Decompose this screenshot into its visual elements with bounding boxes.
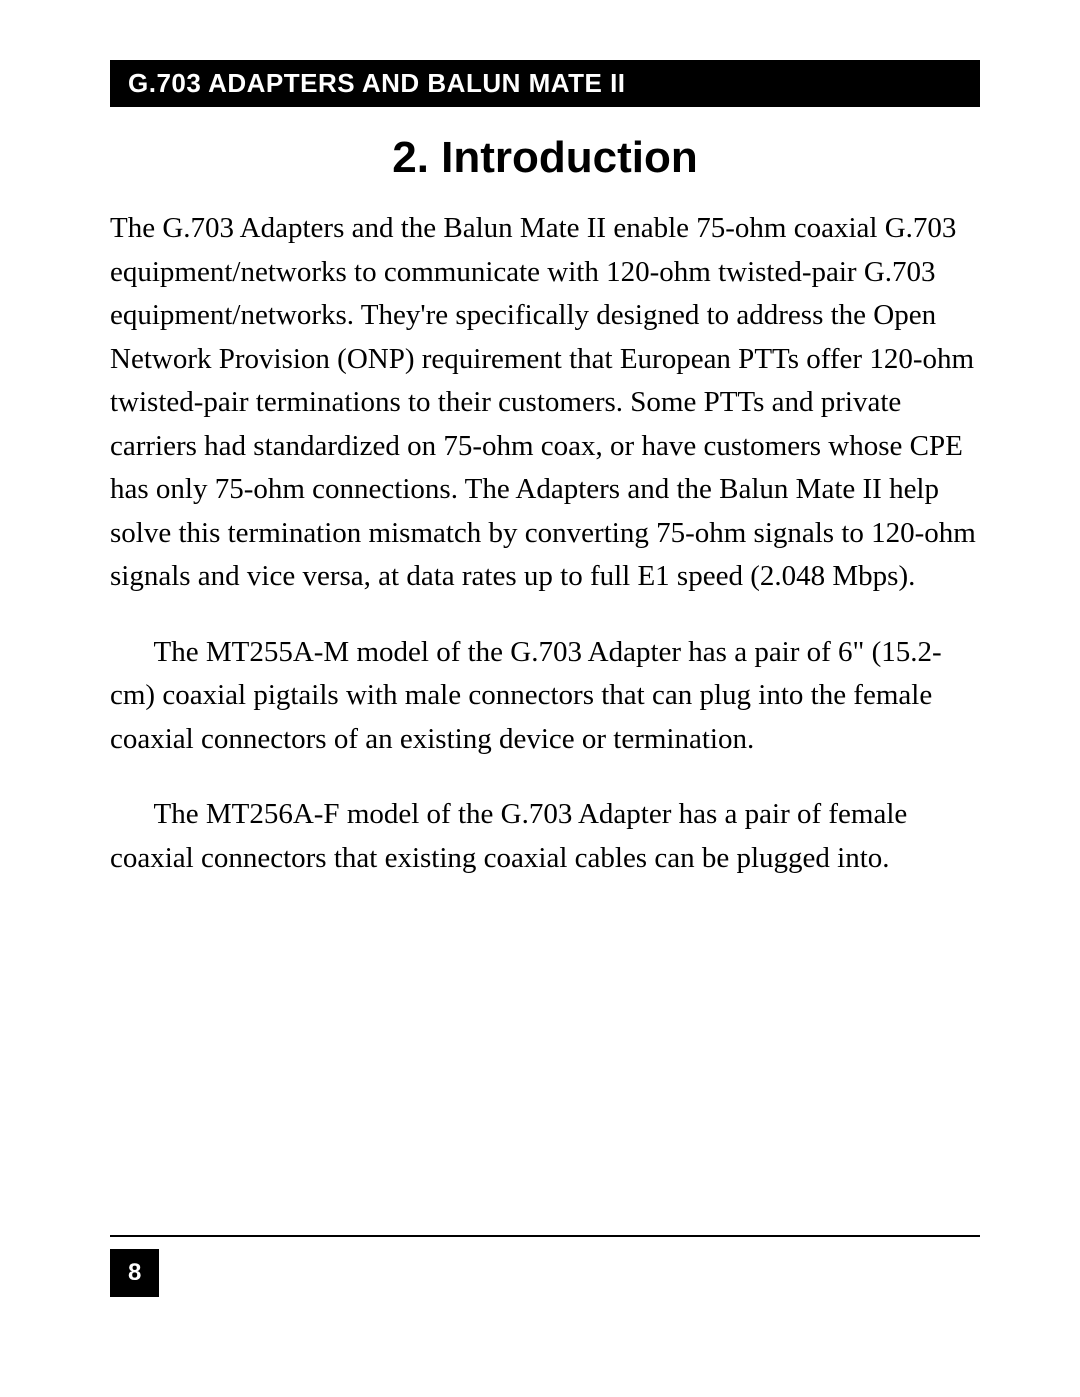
page-footer: 8 <box>110 1235 980 1297</box>
section-heading: 2. Introduction <box>110 133 980 183</box>
paragraph-3: The MT256A-F model of the G.703 Adapter … <box>110 793 980 880</box>
page-number: 8 <box>110 1249 159 1297</box>
footer-rule <box>110 1235 980 1237</box>
header-bar: G.703 ADAPTERS AND BALUN MATE II <box>110 60 980 107</box>
paragraph-2: The MT255A-M model of the G.703 Adapter … <box>110 631 980 762</box>
header-title: G.703 ADAPTERS AND BALUN MATE II <box>128 68 626 98</box>
paragraph-1: The G.703 Adapters and the Balun Mate II… <box>110 207 980 599</box>
document-page: G.703 ADAPTERS AND BALUN MATE II 2. Intr… <box>0 0 1080 1397</box>
